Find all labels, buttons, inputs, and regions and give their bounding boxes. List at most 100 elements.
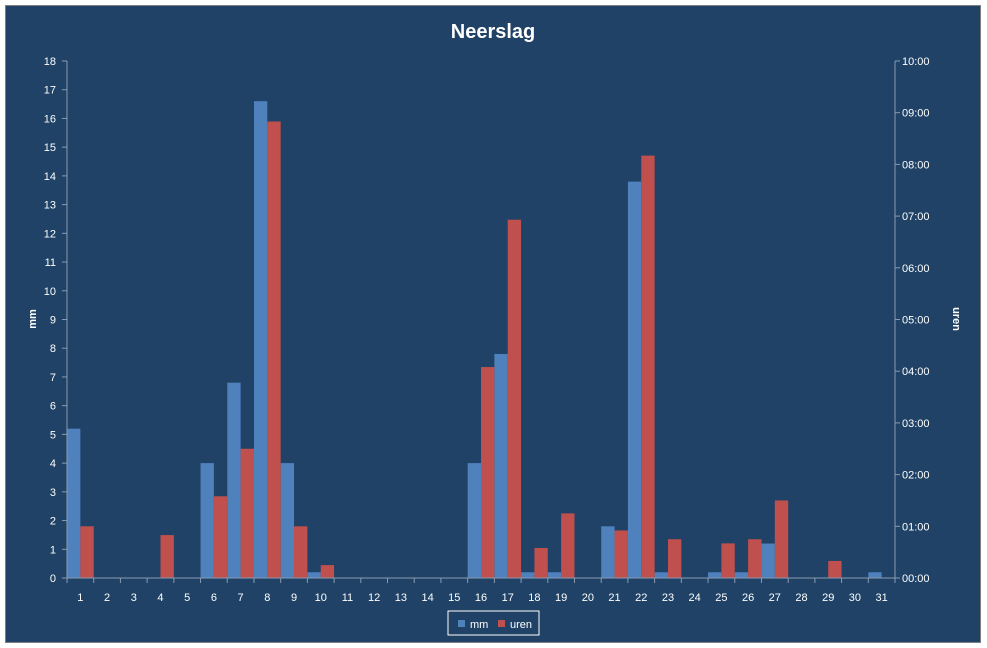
x-tick-label: 10 — [315, 592, 327, 604]
bar-mm-21 — [601, 526, 615, 578]
y-tick-label: 6 — [50, 401, 56, 413]
bar-uren-21 — [614, 530, 628, 578]
bar-uren-9 — [294, 526, 308, 578]
y-tick-label: 0 — [50, 573, 56, 585]
y2-tick-label: 07:00 — [902, 211, 930, 223]
x-tick-label: 22 — [635, 592, 647, 604]
bar-uren-10 — [320, 565, 335, 578]
x-tick-label: 11 — [342, 592, 353, 604]
y-tick-label: 2 — [50, 516, 56, 528]
y-tick-label: 12 — [44, 228, 56, 240]
bar-mm-26 — [734, 572, 749, 578]
plot-area: 012345678910111213141516171800:0001:0002… — [44, 56, 930, 604]
x-tick-label: 26 — [742, 592, 754, 604]
x-tick-label: 17 — [502, 592, 514, 604]
y-axis-title: mm — [27, 309, 39, 329]
y-tick-label: 15 — [44, 142, 56, 154]
y2-tick-label: 02:00 — [902, 470, 930, 482]
y-tick-label: 4 — [50, 458, 56, 470]
y2-tick-label: 04:00 — [902, 366, 930, 378]
bar-uren-16 — [481, 367, 495, 578]
bar-uren-8 — [267, 121, 281, 578]
bar-mm-22 — [627, 181, 642, 578]
y-tick-label: 14 — [44, 171, 56, 183]
bar-uren-27 — [774, 500, 789, 578]
y2-tick-label: 08:00 — [902, 159, 930, 171]
y2-tick-label: 06:00 — [902, 263, 930, 275]
y-tick-label: 10 — [44, 286, 56, 298]
x-tick-label: 15 — [448, 592, 460, 604]
bar-mm-25 — [708, 572, 722, 578]
legend-label-mm: mm — [470, 619, 488, 631]
x-tick-label: 9 — [291, 592, 297, 604]
x-tick-label: 30 — [849, 592, 861, 604]
y-tick-label: 11 — [45, 257, 56, 269]
y2-tick-label: 10:00 — [902, 56, 930, 68]
chart-title: Neerslag — [451, 21, 536, 43]
y-tick-label: 9 — [50, 315, 56, 327]
legend-label-uren: uren — [510, 619, 532, 631]
bar-uren-1 — [80, 526, 94, 578]
x-tick-label: 7 — [238, 592, 244, 604]
legend: mm uren — [447, 610, 540, 636]
x-tick-label: 20 — [582, 592, 594, 604]
x-tick-label: 4 — [157, 592, 163, 604]
legend-box — [447, 610, 540, 636]
legend-swatch-uren — [498, 620, 505, 627]
bar-uren-6 — [213, 496, 228, 578]
bar-uren-18 — [534, 548, 548, 578]
y-tick-label: 16 — [44, 113, 56, 125]
bar-mm-8 — [253, 101, 268, 578]
bar-mm-19 — [547, 572, 562, 578]
x-tick-label: 21 — [608, 592, 620, 604]
x-tick-label: 25 — [715, 592, 727, 604]
x-tick-label: 27 — [769, 592, 781, 604]
x-tick-label: 24 — [689, 592, 701, 604]
x-tick-label: 18 — [528, 592, 540, 604]
bar-uren-22 — [641, 155, 655, 578]
y2-tick-label: 00:00 — [902, 573, 930, 585]
y-tick-label: 18 — [44, 56, 56, 68]
bar-mm-10 — [307, 572, 321, 578]
x-tick-label: 2 — [104, 592, 110, 604]
y2-tick-label: 09:00 — [902, 108, 930, 120]
y-tick-label: 7 — [50, 372, 56, 384]
bar-uren-17 — [507, 219, 522, 578]
bar-mm-18 — [521, 572, 535, 578]
bar-uren-4 — [160, 535, 174, 578]
y-tick-label: 5 — [50, 429, 56, 441]
bar-mm-7 — [227, 382, 241, 578]
bar-uren-25 — [721, 543, 735, 578]
bar-uren-7 — [240, 448, 254, 578]
y2-tick-label: 01:00 — [902, 521, 930, 533]
x-tick-label: 8 — [264, 592, 270, 604]
bar-uren-23 — [667, 539, 682, 578]
x-tick-label: 12 — [368, 592, 380, 604]
y-tick-label: 13 — [44, 200, 56, 212]
x-tick-label: 19 — [555, 592, 567, 604]
y-tick-label: 17 — [44, 85, 56, 97]
x-tick-label: 14 — [421, 592, 433, 604]
bar-mm-9 — [280, 463, 295, 578]
y-tick-label: 8 — [50, 343, 56, 355]
bar-uren-26 — [748, 539, 762, 578]
bar-uren-29 — [828, 560, 842, 578]
x-tick-label: 29 — [822, 592, 834, 604]
x-tick-label: 1 — [77, 592, 83, 604]
bar-mm-17 — [494, 353, 508, 578]
bar-uren-19 — [561, 513, 575, 578]
x-tick-label: 3 — [131, 592, 137, 604]
bar-mm-31 — [868, 572, 882, 578]
bar-mm-1 — [67, 428, 81, 578]
x-tick-label: 28 — [795, 592, 807, 604]
y-tick-label: 3 — [50, 487, 56, 499]
x-tick-label: 5 — [184, 592, 190, 604]
y2-axis-title: uren — [950, 307, 962, 331]
x-tick-label: 16 — [475, 592, 487, 604]
bar-mm-27 — [761, 543, 775, 578]
y2-tick-label: 03:00 — [902, 418, 930, 430]
y-tick-label: 1 — [50, 544, 56, 556]
legend-swatch-mm — [458, 620, 465, 627]
x-tick-label: 13 — [395, 592, 407, 604]
